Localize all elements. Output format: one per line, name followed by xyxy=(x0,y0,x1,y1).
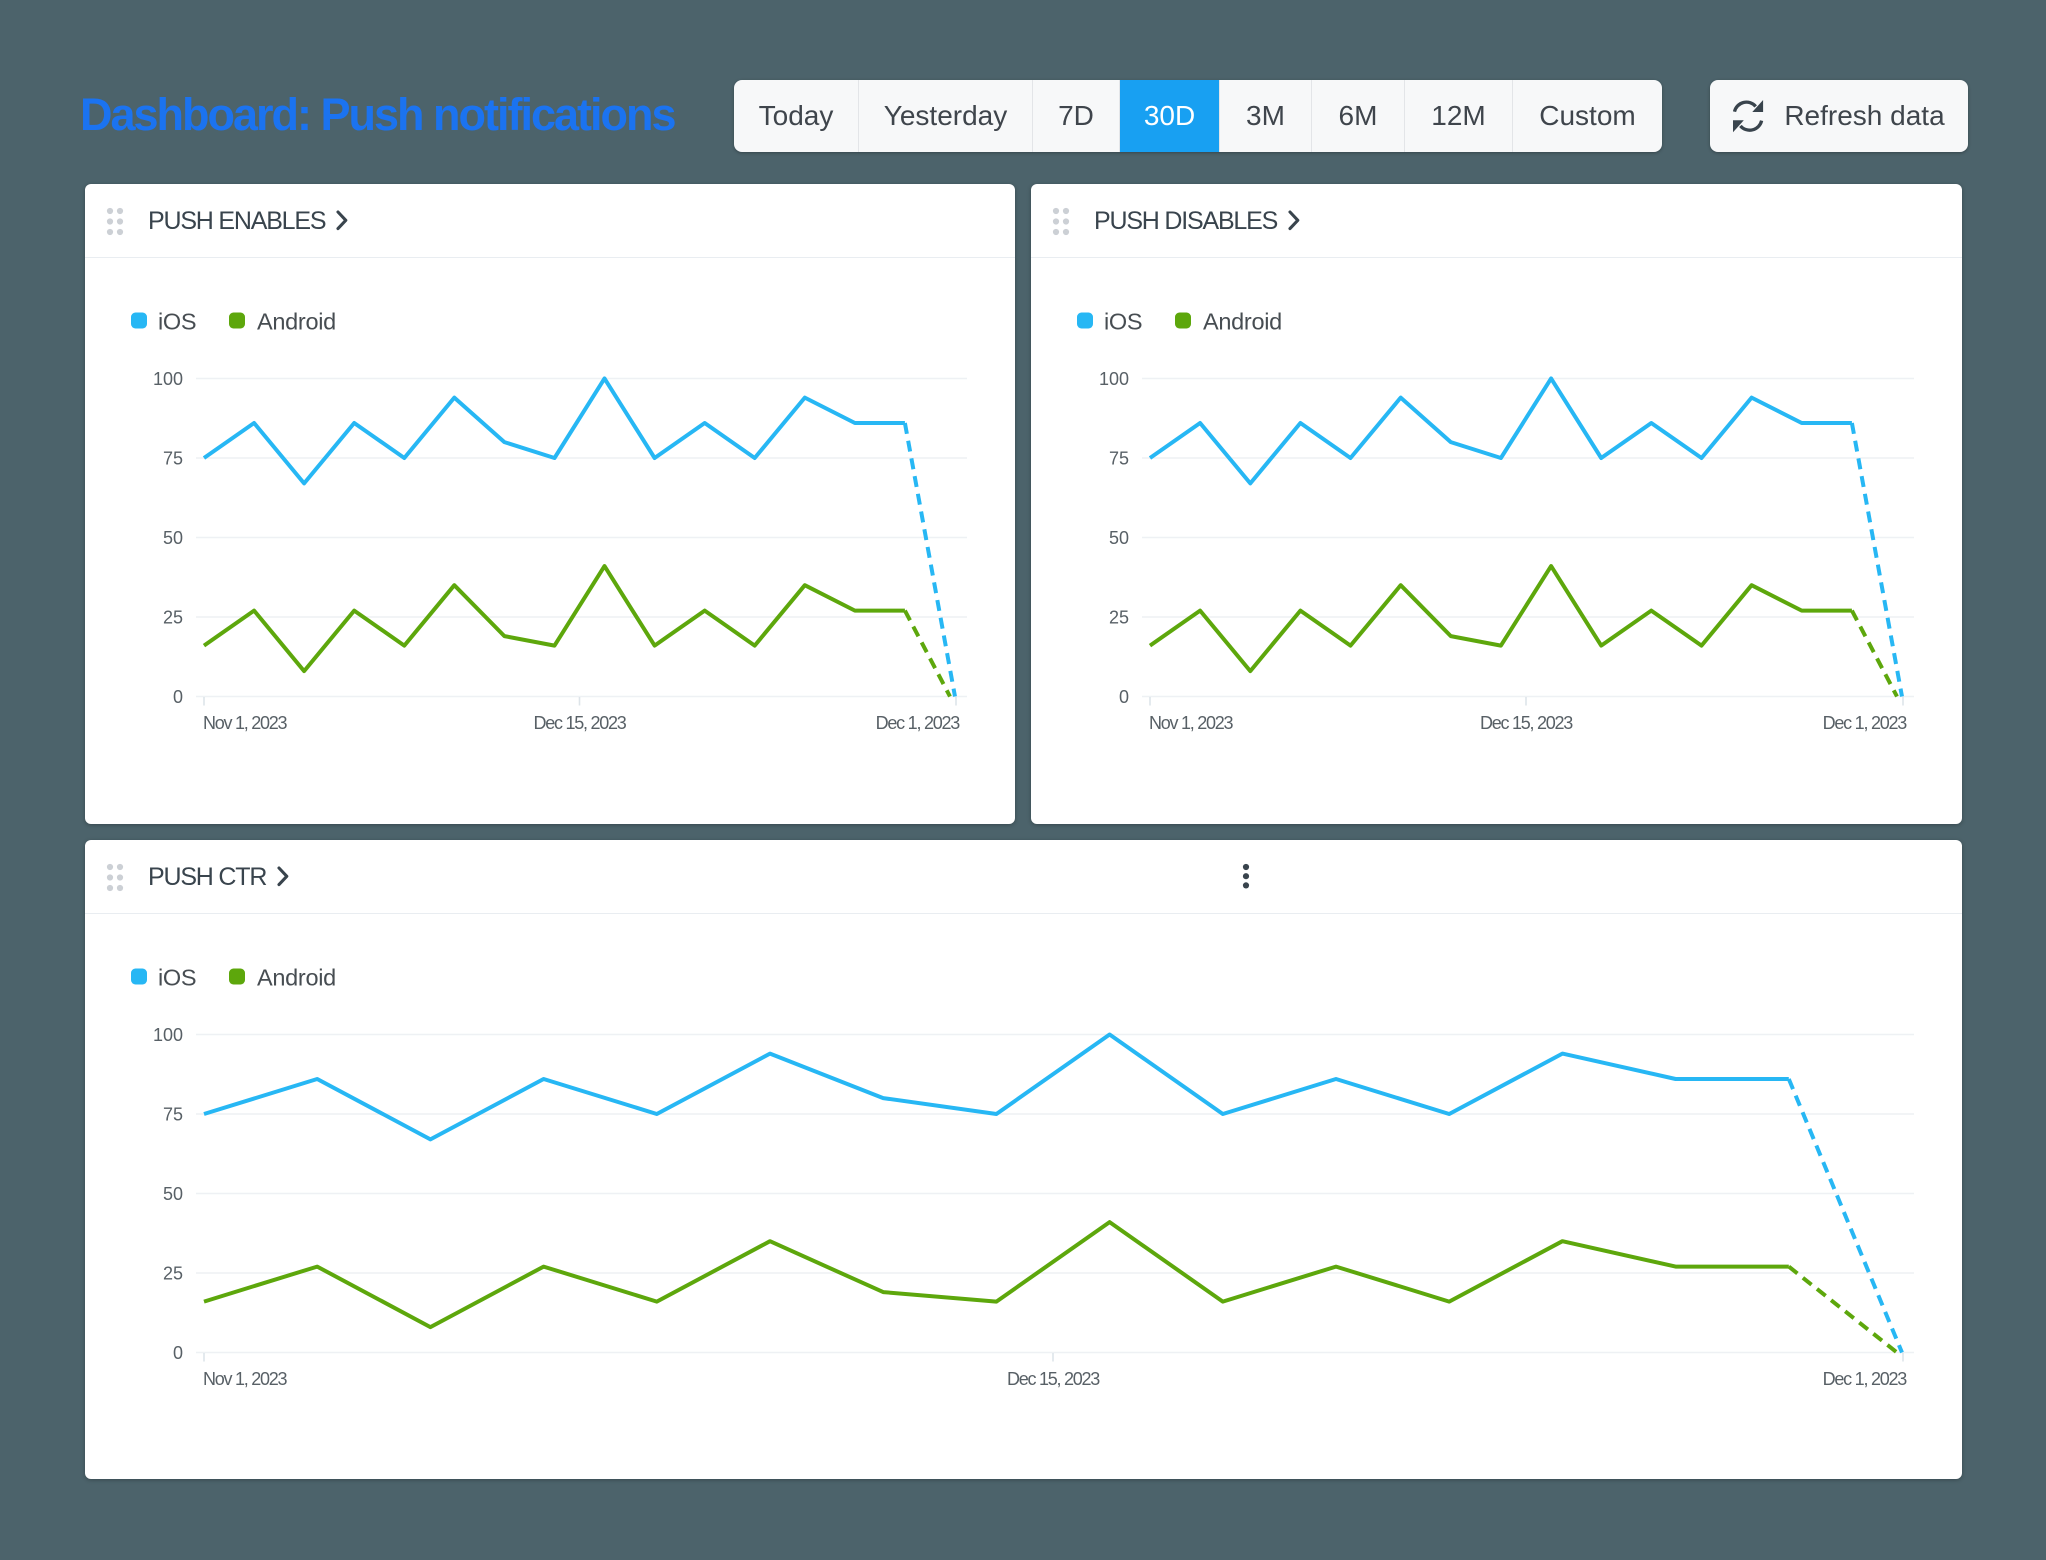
svg-text:Dec 1, 2023: Dec 1, 2023 xyxy=(876,713,961,733)
svg-text:0: 0 xyxy=(173,1343,183,1363)
svg-text:Dec 15, 2023: Dec 15, 2023 xyxy=(533,713,626,733)
svg-text:Dec 1, 2023: Dec 1, 2023 xyxy=(1823,1369,1908,1389)
svg-text:75: 75 xyxy=(163,1105,183,1125)
svg-text:25: 25 xyxy=(1109,608,1129,628)
svg-text:100: 100 xyxy=(1099,369,1129,389)
svg-text:Nov 1, 2023: Nov 1, 2023 xyxy=(1149,713,1234,733)
svg-text:Android: Android xyxy=(257,965,336,991)
svg-text:50: 50 xyxy=(1109,528,1129,548)
svg-text:Nov 1, 2023: Nov 1, 2023 xyxy=(203,713,288,733)
svg-text:100: 100 xyxy=(153,369,183,389)
svg-text:50: 50 xyxy=(163,1184,183,1204)
svg-text:0: 0 xyxy=(173,687,183,707)
svg-text:iOS: iOS xyxy=(158,309,196,335)
svg-text:0: 0 xyxy=(1119,687,1129,707)
svg-text:75: 75 xyxy=(163,449,183,469)
svg-text:Android: Android xyxy=(1203,309,1282,335)
svg-text:25: 25 xyxy=(163,608,183,628)
svg-text:Dec 1, 2023: Dec 1, 2023 xyxy=(1823,713,1908,733)
svg-text:75: 75 xyxy=(1109,449,1129,469)
svg-text:iOS: iOS xyxy=(158,965,196,991)
svg-text:25: 25 xyxy=(163,1264,183,1284)
svg-text:iOS: iOS xyxy=(1104,309,1142,335)
svg-text:Nov 1, 2023: Nov 1, 2023 xyxy=(203,1369,288,1389)
svg-text:Dec 15, 2023: Dec 15, 2023 xyxy=(1480,713,1573,733)
svg-text:Android: Android xyxy=(257,309,336,335)
svg-text:Dec 15, 2023: Dec 15, 2023 xyxy=(1007,1369,1100,1389)
svg-text:50: 50 xyxy=(163,528,183,548)
svg-text:100: 100 xyxy=(153,1025,183,1045)
